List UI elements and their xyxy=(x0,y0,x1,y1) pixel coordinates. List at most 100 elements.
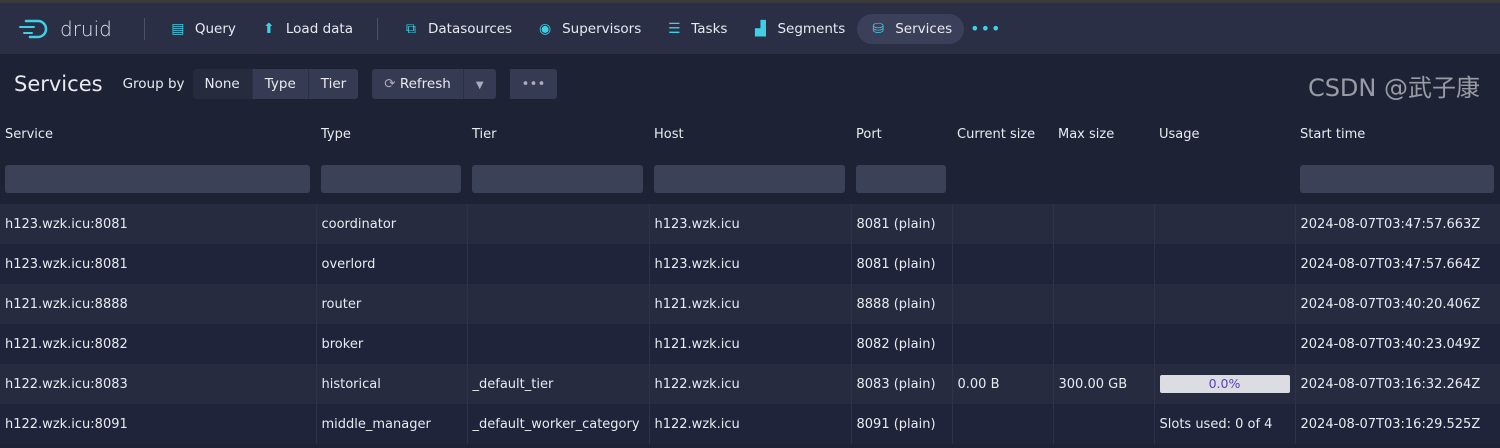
cell-current-size xyxy=(952,404,1054,444)
divider xyxy=(143,17,145,40)
group-tier-button[interactable]: Tier xyxy=(308,69,359,99)
nav-label: Query xyxy=(194,20,236,37)
column-header[interactable]: Current size xyxy=(957,126,1036,142)
table-row: h122.wzk.icu:8083 historical _default_tier… xyxy=(0,364,1500,404)
cell-usage: Slots used: 0 of 4 xyxy=(1154,404,1296,444)
filter-cell xyxy=(1295,154,1500,204)
cell-tier xyxy=(467,204,650,244)
filter-input[interactable] xyxy=(654,165,845,193)
cell-usage xyxy=(1154,204,1296,244)
cell-tier xyxy=(467,284,650,324)
cell-usage xyxy=(1154,244,1296,284)
header-row: Service Type Tier Host Port Current size Max s… xyxy=(0,114,1500,154)
nav-label: Segments xyxy=(777,20,846,37)
nav-tasks[interactable]: ☰ Tasks xyxy=(653,14,739,44)
filter-input[interactable] xyxy=(5,165,310,193)
nav-segments[interactable]: ▟ Segments xyxy=(739,14,857,44)
cell-port: 8082 (plain) xyxy=(851,324,953,364)
cell-current-size xyxy=(952,244,1054,284)
table-row: h122.wzk.icu:8091 middle_manager _default_… xyxy=(0,404,1500,444)
cell-usage xyxy=(1154,284,1296,324)
filter-cell xyxy=(1053,154,1154,204)
column-header[interactable]: Service xyxy=(5,126,54,142)
filter-cell xyxy=(1154,154,1295,204)
nav-label: Load data xyxy=(285,20,353,37)
filter-cell xyxy=(952,154,1053,204)
cell-host: h121.wzk.icu xyxy=(649,324,852,364)
table-row: h123.wzk.icu:8081 coordinator h123.wzk.icu… xyxy=(0,204,1500,244)
page-title: Services xyxy=(14,72,103,96)
column-header[interactable]: Max size xyxy=(1058,126,1115,142)
nav-label: Tasks xyxy=(691,20,728,37)
cell-service: h122.wzk.icu:8083 xyxy=(0,364,317,404)
cell-start-time: 2024-08-07T03:40:20.406Z xyxy=(1295,284,1500,324)
database-icon: ⛁ xyxy=(872,20,885,37)
cell-service: h122.wzk.icu:8091 xyxy=(0,404,317,444)
top-nav: druid ▤ Query ⬆ Load data ⧉ Datasources ◉ Su… xyxy=(0,0,1500,54)
cell-port: 8081 (plain) xyxy=(851,244,953,284)
cell-usage: 0.0% xyxy=(1154,364,1296,404)
column-header[interactable]: Type xyxy=(321,126,351,142)
refresh-icon: ⟳ xyxy=(384,76,396,92)
caret-down-icon: ▼ xyxy=(475,80,484,91)
more-icon: ••• xyxy=(521,76,546,92)
query-icon: ▤ xyxy=(171,20,185,37)
more-icon[interactable]: ••• xyxy=(970,19,1002,38)
filter-input[interactable] xyxy=(472,165,643,193)
filter-cell xyxy=(467,154,649,204)
column-header[interactable]: Usage xyxy=(1159,126,1200,142)
column-header[interactable]: Start time xyxy=(1300,126,1366,142)
cell-host: h122.wzk.icu xyxy=(649,404,852,444)
cell-type: broker xyxy=(316,324,468,364)
group-none-button[interactable]: None xyxy=(192,69,253,99)
refresh-label: Refresh xyxy=(399,76,451,92)
cell-tier: _default_worker_category xyxy=(467,404,650,444)
cell-port: 8081 (plain) xyxy=(851,204,953,244)
nav-services[interactable]: ⛁ Services xyxy=(857,13,965,44)
cell-start-time: 2024-08-07T03:16:29.525Z xyxy=(1295,404,1500,444)
upload-icon: ⬆ xyxy=(263,20,275,37)
more-options-button[interactable]: ••• xyxy=(509,69,558,99)
filter-cell xyxy=(649,154,851,204)
column-header[interactable]: Tier xyxy=(472,126,497,142)
refresh-dropdown-button[interactable]: ▼ xyxy=(463,69,496,99)
nav-supervisors[interactable]: ◉ Supervisors xyxy=(524,14,653,44)
cell-start-time: 2024-08-07T03:40:23.049Z xyxy=(1295,324,1500,364)
nav-label: Services xyxy=(895,20,953,37)
cell-start-time: 2024-08-07T03:47:57.664Z xyxy=(1295,244,1500,284)
nav-query[interactable]: ▤ Query xyxy=(157,14,248,44)
cell-tier xyxy=(467,324,650,364)
filter-input[interactable] xyxy=(1300,165,1494,193)
cell-start-time: 2024-08-07T03:47:57.663Z xyxy=(1295,204,1500,244)
toolbar: Services Group by None Type Tier ⟳ Refre… xyxy=(0,54,1500,114)
cell-port: 8091 (plain) xyxy=(851,404,953,444)
cell-max-size xyxy=(1053,244,1155,284)
cell-usage xyxy=(1154,324,1296,364)
filter-cell xyxy=(851,154,952,204)
cell-current-size xyxy=(952,204,1054,244)
cell-host: h123.wzk.icu xyxy=(649,244,852,284)
cell-host: h123.wzk.icu xyxy=(649,204,852,244)
nav-label: Supervisors xyxy=(562,20,642,37)
group-by-buttons: None Type Tier xyxy=(192,69,359,99)
table-row: h121.wzk.icu:8888 router h121.wzk.icu 8888 … xyxy=(0,284,1500,324)
usage-bar: 0.0% xyxy=(1159,375,1290,393)
segments-icon: ▟ xyxy=(755,20,766,37)
refresh-button[interactable]: ⟳ Refresh xyxy=(372,69,464,99)
filter-input[interactable] xyxy=(321,165,461,193)
filter-input[interactable] xyxy=(856,165,946,193)
nav-label: Datasources xyxy=(427,20,513,37)
group-type-button[interactable]: Type xyxy=(252,69,309,99)
cell-max-size xyxy=(1053,284,1155,324)
druid-logo[interactable]: druid xyxy=(18,17,112,41)
nav-datasources[interactable]: ⧉ Datasources xyxy=(390,14,524,44)
cell-service: h121.wzk.icu:8888 xyxy=(0,284,317,324)
watermark: CSDN @武子康 xyxy=(1307,74,1480,102)
divider xyxy=(376,17,378,40)
cell-port: 8888 (plain) xyxy=(851,284,953,324)
nav-load-data[interactable]: ⬆ Load data xyxy=(248,14,365,44)
cell-port: 8083 (plain) xyxy=(851,364,953,404)
cell-max-size xyxy=(1053,324,1155,364)
column-header[interactable]: Port xyxy=(856,126,882,142)
column-header[interactable]: Host xyxy=(654,126,684,142)
